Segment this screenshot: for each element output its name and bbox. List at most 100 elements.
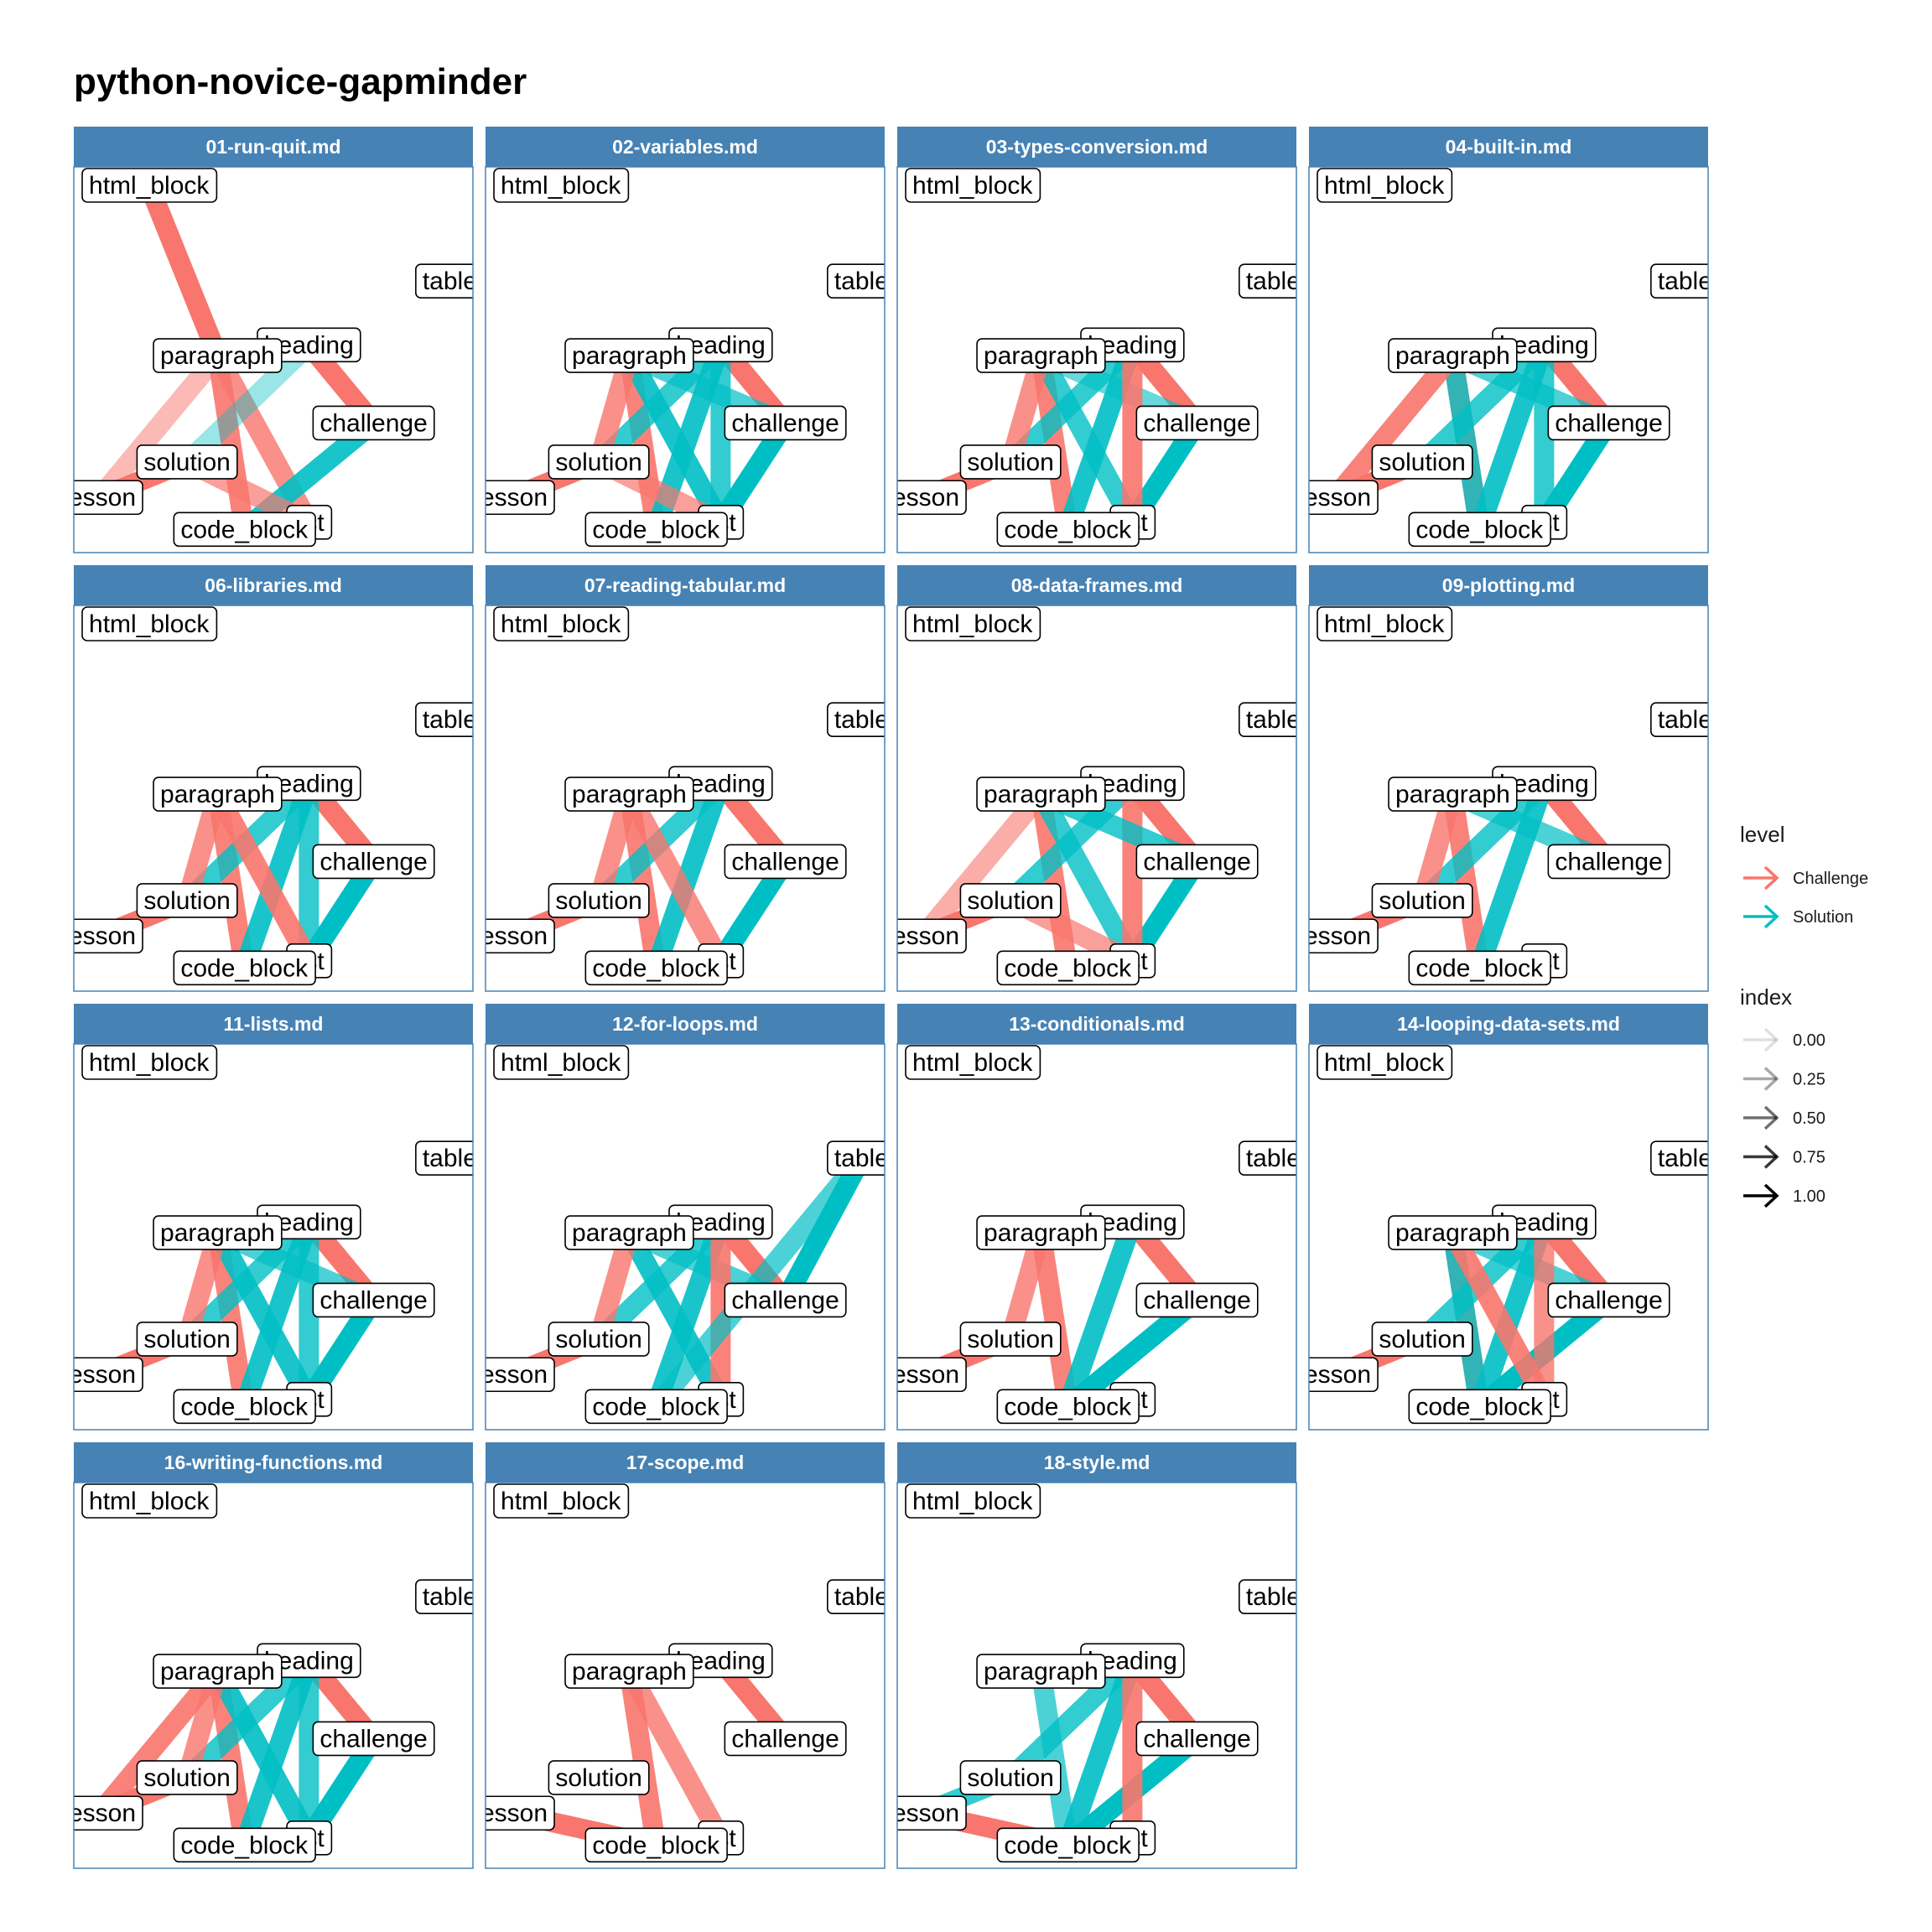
node-label-text: html_block: [912, 1488, 1033, 1515]
node-label-text: html_block: [501, 1049, 621, 1077]
facet-panel: 01-run-quit.mdhtml_blocktableheadingpara…: [73, 127, 474, 553]
legend-key-index: [1743, 1027, 1779, 1052]
node-label-box: [81, 606, 218, 641]
legend-label: 0.50: [1793, 1109, 1826, 1128]
node-label-text: challenge: [731, 1725, 839, 1753]
edge-solution: [591, 337, 728, 470]
edge-challenge: [620, 1666, 730, 1843]
node-label-paragraph: paragraph: [564, 338, 694, 373]
node-label-lesson: lesson: [486, 1357, 555, 1393]
node-label-code_block: code_block: [996, 950, 1140, 986]
panel-border: [73, 166, 474, 553]
node-label-text: challenge: [319, 1725, 427, 1753]
node-label-box: [486, 1795, 555, 1831]
edge-solution: [620, 1228, 730, 1405]
node-label-box: [548, 1322, 650, 1357]
legend-label: 1.00: [1793, 1187, 1826, 1206]
node-label-table: table: [827, 1140, 885, 1176]
node-label-text: lesson: [886, 922, 959, 950]
edge-solution: [1469, 1218, 1554, 1410]
node-label-box: [136, 1760, 238, 1795]
node-label-box: [153, 776, 283, 812]
legend-key-index: [1743, 1145, 1779, 1169]
facet-strip: [486, 1004, 885, 1044]
node-label-box: [153, 338, 283, 373]
facet-strip-label: 02-variables.md: [612, 136, 758, 158]
node-label-text: code_block: [592, 516, 720, 543]
node-label-box: [1547, 844, 1670, 880]
facet-strip: [74, 1442, 473, 1483]
node-label-solution: solution: [548, 1322, 650, 1357]
legend-key-solution: [1743, 904, 1779, 929]
node-label-box: [312, 1721, 435, 1757]
panel-border: [485, 166, 886, 553]
node-label-paragraph: paragraph: [153, 1215, 283, 1250]
node-label-text: paragraph: [1395, 342, 1510, 370]
node-label-text: table: [834, 706, 889, 734]
node-label-text: html_block: [912, 172, 1033, 200]
node-label-text: table: [1658, 706, 1712, 734]
facet-panel: 14-looping-data-sets.mdhtml_blocktablehe…: [1308, 1004, 1709, 1431]
node-label-box: [976, 1215, 1106, 1250]
node-label-solution: solution: [959, 444, 1062, 480]
panel-border: [1308, 605, 1709, 992]
node-label-text: code_block: [1415, 954, 1544, 982]
facet-strip: [486, 565, 885, 605]
node-label-box: [74, 918, 143, 954]
node-label-table: table: [1650, 1140, 1708, 1176]
edge-challenge: [620, 789, 730, 966]
edge-solution: [620, 351, 730, 527]
facet-strip-label: 06-libraries.md: [205, 574, 342, 596]
node-label-box: [81, 1483, 218, 1519]
node-label-text: challenge: [319, 1286, 427, 1314]
node-label-box: [905, 606, 1041, 641]
node-label-box: [1317, 606, 1453, 641]
edge-challenge: [1000, 1229, 1051, 1343]
node-label-text: code_block: [1004, 516, 1132, 543]
node-label-box: [415, 1140, 473, 1176]
edge-solution: [1415, 776, 1551, 908]
node-label-box: [1371, 883, 1473, 918]
node-label-text: solution: [1379, 887, 1465, 915]
node-label-box: [996, 512, 1140, 548]
node-label-box: [959, 1322, 1062, 1357]
edge-challenge: [177, 1229, 227, 1343]
node-label-text: solution: [555, 449, 641, 476]
node-label-text: html_block: [1324, 1049, 1445, 1077]
node-label-box: [1650, 263, 1708, 299]
node-label-box: [1650, 702, 1708, 738]
node-label-challenge: challenge: [1547, 844, 1670, 880]
edge-challenge: [91, 1665, 226, 1820]
facet-strip: [1309, 127, 1708, 167]
node-label-table: table: [827, 702, 889, 738]
node-label-text: challenge: [731, 1286, 839, 1314]
edge-challenge: [1442, 792, 1490, 970]
edge-solution: [1057, 341, 1142, 533]
edge-solution: [1057, 1218, 1142, 1410]
node-label-table: table: [415, 702, 473, 738]
node-label-text: challenge: [1143, 1286, 1250, 1314]
node-label-solution: solution: [1371, 883, 1473, 918]
facet-panel: 11-lists.mdhtml_blocktableheadingparagra…: [73, 1004, 474, 1431]
legend-label: 0.00: [1793, 1031, 1826, 1050]
node-label-box: [827, 1140, 885, 1176]
legend-key-index: [1743, 1183, 1779, 1208]
node-label-text: html_block: [501, 172, 621, 200]
facet-strip-label: 01-run-quit.md: [206, 136, 341, 158]
node-label-text: code_block: [592, 1831, 720, 1859]
node-label-solution: solution: [1371, 1322, 1473, 1357]
node-label-table: table: [827, 263, 885, 299]
node-label-text: code_block: [180, 954, 309, 982]
facet-panel: 09-plotting.mdhtml_blocktableheadingpara…: [1308, 565, 1712, 992]
legend-label: 0.75: [1793, 1149, 1826, 1167]
node-label-box: [724, 1721, 847, 1757]
node-label-box: [493, 1045, 630, 1080]
node-label-solution: solution: [1371, 444, 1473, 480]
node-label-box: [1135, 844, 1259, 880]
node-label-text: challenge: [1555, 848, 1662, 875]
node-label-text: table: [1658, 267, 1712, 295]
node-label-paragraph: paragraph: [1388, 1215, 1518, 1250]
node-label-box: [584, 950, 728, 986]
node-label-text: paragraph: [160, 1658, 275, 1685]
